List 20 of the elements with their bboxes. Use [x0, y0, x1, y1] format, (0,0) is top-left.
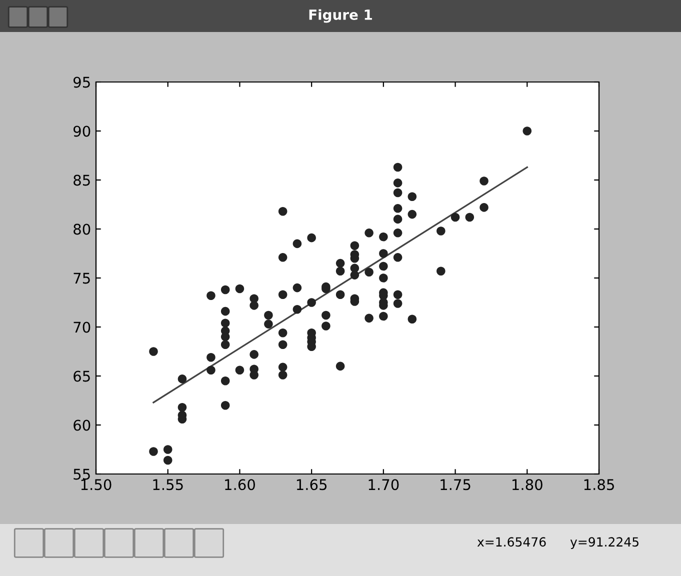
x-tick-label: 1.65: [296, 479, 327, 490]
y-tick-label: 60: [74, 420, 90, 431]
y-tick-label: 80: [74, 224, 90, 235]
x-tick-label: 1.60: [225, 479, 255, 490]
chart-title: Figure 1: [309, 9, 372, 23]
text: x=1.65476: [477, 537, 546, 547]
x-tick-label: 1.75: [440, 479, 470, 490]
x-tick-label: 1.55: [153, 479, 183, 490]
y-tick-label: 70: [74, 322, 90, 333]
x-tick-label: 1.80: [512, 479, 542, 490]
x-tick-label: 1.70: [368, 479, 399, 490]
y-tick-label: 85: [74, 174, 90, 186]
y-tick-label: 90: [74, 126, 90, 137]
y-tick-label: 95: [74, 76, 90, 88]
y-tick-label: 65: [74, 370, 90, 382]
x-tick-label: 1.50: [81, 479, 112, 490]
text: y=91.2245: [570, 537, 638, 550]
y-tick-label: 75: [74, 272, 90, 284]
x-tick-label: 1.85: [584, 479, 614, 490]
y-tick-label: 55: [74, 468, 90, 480]
